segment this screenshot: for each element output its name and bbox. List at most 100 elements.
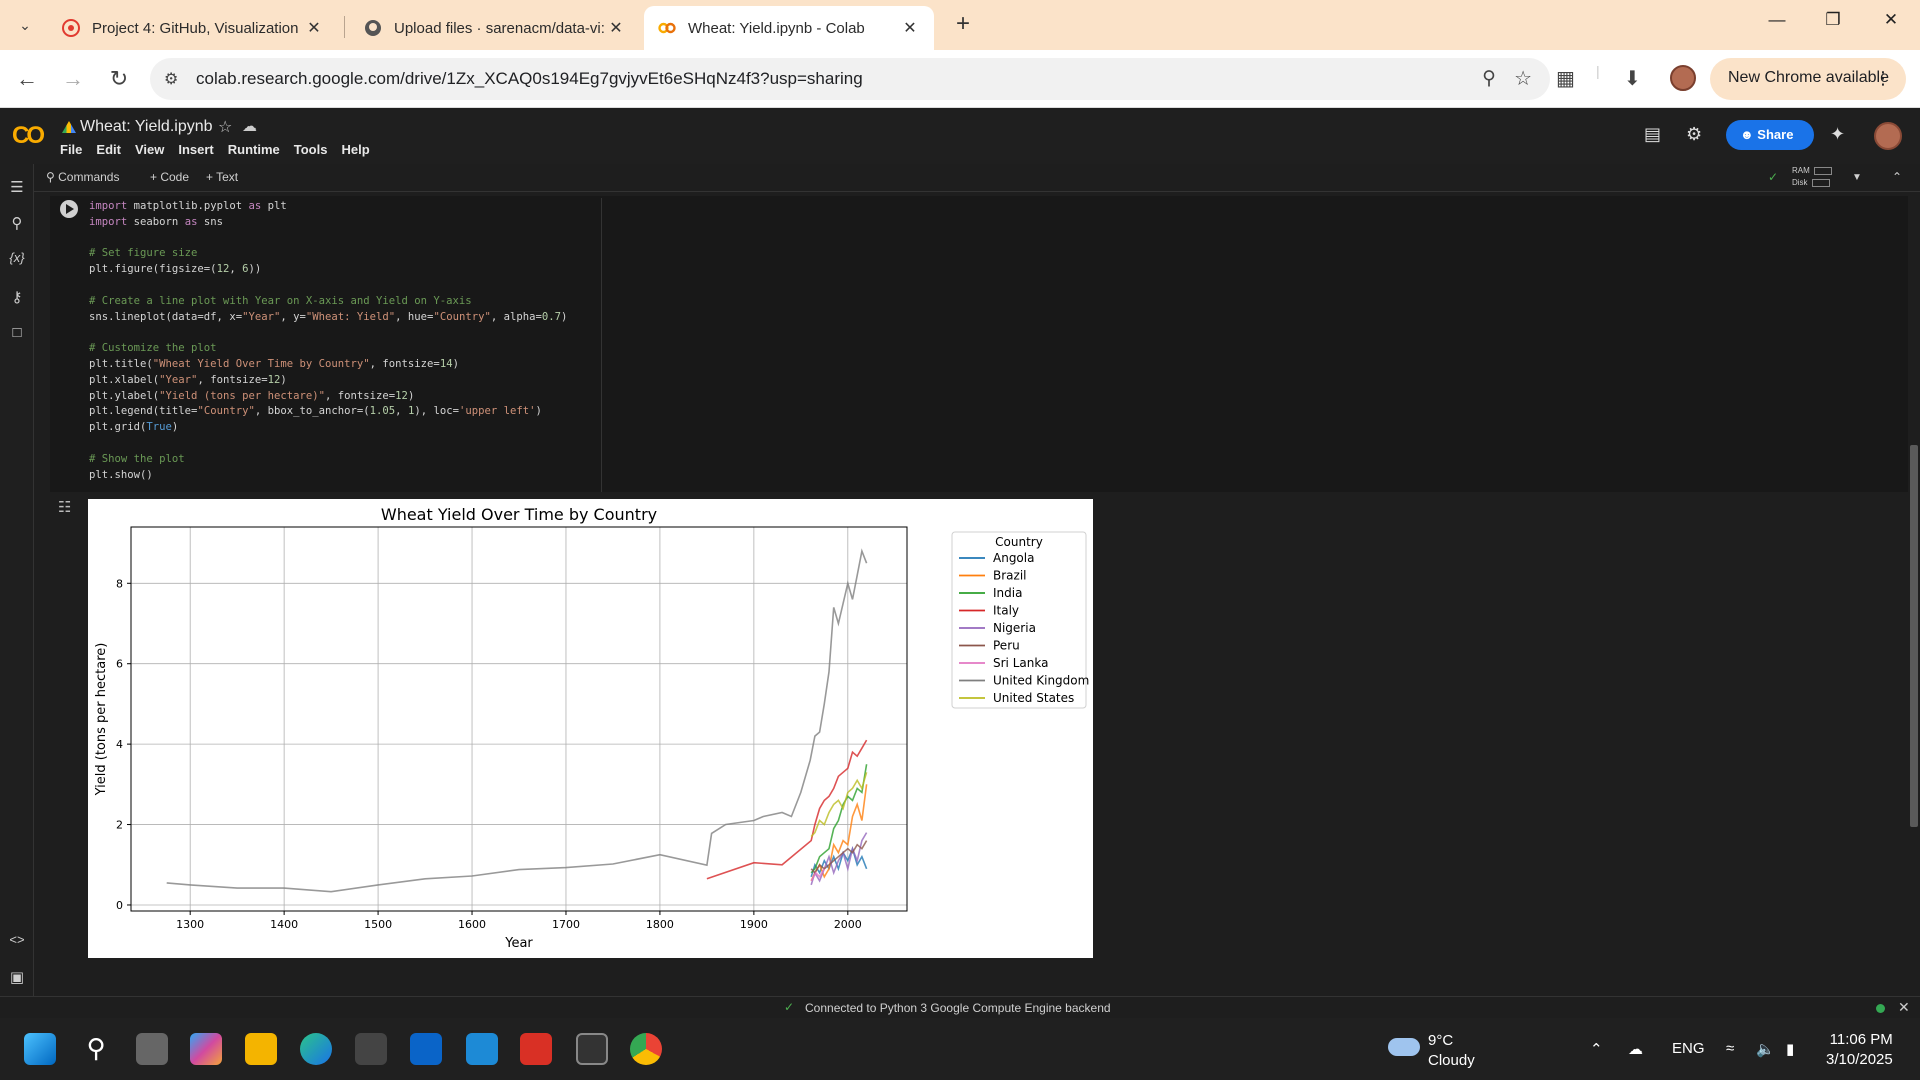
x-tick-label: 1400: [270, 918, 298, 931]
tab-colab-notebook[interactable]: Wheat: Yield.ipynb - Colab ✕: [644, 6, 934, 50]
terminal-icon[interactable]: ▣: [9, 969, 25, 986]
zoom-icon[interactable]: ⚲: [1482, 68, 1496, 89]
site-info-icon[interactable]: ⚙: [164, 71, 179, 88]
code-cell[interactable]: [50, 196, 1908, 492]
connected-check-icon: ✓: [1768, 170, 1779, 184]
table-of-contents-icon[interactable]: ☰: [10, 179, 24, 196]
secrets-key-icon[interactable]: ⚷: [11, 289, 23, 306]
onedrive-icon[interactable]: ☁: [1628, 1041, 1643, 1058]
comment-icon[interactable]: ▤: [1644, 124, 1662, 144]
menu-runtime[interactable]: Runtime: [227, 142, 280, 157]
y-axis-label: Yield (tons per hectare): [94, 643, 109, 797]
collapse-chevron-icon[interactable]: ⌃: [1892, 170, 1903, 184]
file-explorer-icon[interactable]: [245, 1033, 277, 1065]
windows-start-icon[interactable]: [24, 1033, 56, 1065]
task-view-icon[interactable]: [136, 1033, 168, 1065]
tab-title: Wheat: Yield.ipynb - Colab: [688, 19, 865, 37]
add-text-button[interactable]: + Text: [206, 170, 239, 184]
runtime-dropdown-icon[interactable]: ▼: [1852, 172, 1862, 183]
new-chrome-available-button[interactable]: New Chrome available ⋮: [1710, 58, 1906, 100]
back-arrow-icon[interactable]: ←: [16, 66, 38, 91]
close-icon[interactable]: ✕: [307, 20, 321, 37]
add-code-button[interactable]: + Code: [150, 170, 190, 184]
gemini-sparkle-icon[interactable]: ✦: [1830, 124, 1846, 144]
menu-file[interactable]: File: [60, 142, 83, 157]
commands-button[interactable]: ⚲ Commands: [46, 170, 120, 184]
copilot-icon[interactable]: [190, 1033, 222, 1065]
wifi-icon[interactable]: ≈: [1726, 1040, 1735, 1057]
tab-project4[interactable]: Project 4: GitHub, Visualization ✕: [48, 6, 338, 50]
x-tick-label: 1900: [740, 918, 768, 931]
edge-icon[interactable]: [300, 1033, 332, 1065]
volume-muted-icon[interactable]: 🔈: [1756, 1041, 1775, 1058]
code-line: matplotlib.pyplot: [133, 200, 243, 212]
check-icon: ✓: [784, 1000, 795, 1014]
y-tick-label: 8: [116, 577, 123, 590]
legend-item: United States: [993, 691, 1074, 705]
reload-icon[interactable]: ↻: [109, 66, 129, 91]
menu-edit[interactable]: Edit: [96, 142, 121, 157]
account-avatar[interactable]: [1874, 122, 1902, 150]
chart-title: Wheat Yield Over Time by Country: [381, 505, 657, 524]
code-snippets-icon[interactable]: <>: [9, 932, 25, 947]
menu-tools[interactable]: Tools: [293, 142, 328, 157]
tab-title: Project 4: GitHub, Visualization: [92, 19, 299, 37]
ram-disk-indicator[interactable]: RAM Disk: [1792, 165, 1832, 189]
ram-bar: [1813, 166, 1832, 175]
output-options-icon[interactable]: ☷: [58, 499, 72, 516]
settings-gear-icon[interactable]: ⚙: [1686, 124, 1703, 144]
store-icon[interactable]: [355, 1033, 387, 1065]
profile-avatar[interactable]: [1670, 65, 1696, 91]
menu-view[interactable]: View: [134, 142, 165, 157]
download-icon[interactable]: ⬇: [1624, 68, 1641, 90]
minimize-icon[interactable]: —: [1768, 10, 1786, 29]
outlook-icon[interactable]: [410, 1033, 442, 1065]
chrome-icon[interactable]: [630, 1033, 662, 1065]
share-button[interactable]: ☻ Share: [1726, 120, 1814, 150]
close-icon[interactable]: ✕: [903, 20, 917, 37]
vertical-scrollbar[interactable]: [1910, 445, 1918, 827]
system-clock[interactable]: 11:06 PM 3/10/2025: [1826, 1030, 1893, 1070]
colab-icon: [658, 22, 676, 34]
menu-insert[interactable]: Insert: [178, 142, 214, 157]
url-text[interactable]: colab.research.google.com/drive/1Zx_XCAQ…: [196, 69, 863, 88]
connection-status[interactable]: Connected to Python 3 Google Compute Eng…: [805, 1001, 1111, 1015]
run-cell-button[interactable]: [60, 200, 78, 218]
close-statusbar-icon[interactable]: ✕: [1898, 999, 1910, 1015]
bookmark-star-icon[interactable]: ☆: [1514, 68, 1532, 90]
legend: Country Angola Brazil India Italy Nigeria Per…: [951, 531, 1089, 709]
more-vert-icon[interactable]: ⋮: [1874, 68, 1892, 88]
extensions-icon[interactable]: ▦: [1556, 68, 1575, 90]
star-icon[interactable]: ☆: [218, 119, 233, 136]
app-lines-icon[interactable]: [576, 1033, 608, 1065]
x-tick-label: 1700: [552, 918, 580, 931]
files-folder-icon[interactable]: □: [12, 324, 22, 341]
show-hidden-icons-icon[interactable]: ⌃: [1590, 1041, 1603, 1058]
plot-output: 1300 1400 1500 1600 1700 1800 1900 2000 0 2 4 6 8 Wh…: [88, 499, 1093, 958]
colab-logo[interactable]: CO: [12, 122, 45, 149]
weather-widget[interactable]: 9°C Cloudy: [1428, 1031, 1475, 1071]
notebook-title[interactable]: Wheat: Yield.ipynb: [80, 118, 213, 135]
menu-help[interactable]: Help: [341, 142, 370, 157]
canvas-icon: [62, 19, 80, 37]
restore-icon[interactable]: ❐: [1825, 10, 1841, 29]
y-tick-label: 0: [116, 899, 123, 912]
window-close-icon[interactable]: ✕: [1883, 10, 1899, 29]
app-red-icon[interactable]: [520, 1033, 552, 1065]
new-tab-button[interactable]: +: [955, 10, 970, 37]
language-indicator[interactable]: ENG: [1672, 1040, 1705, 1057]
forward-arrow-icon[interactable]: →: [62, 66, 84, 91]
battery-icon[interactable]: ▮: [1786, 1041, 1795, 1058]
cloud-saved-icon[interactable]: ☁: [242, 118, 257, 135]
search-icon[interactable]: ⚲: [86, 1033, 106, 1063]
time: 11:06 PM: [1829, 1031, 1893, 1048]
variables-icon[interactable]: {x}: [9, 250, 25, 265]
find-icon[interactable]: ⚲: [11, 215, 23, 232]
tab-search-chevron-icon[interactable]: ⌄: [19, 16, 31, 33]
notepad-icon[interactable]: [466, 1033, 498, 1065]
tab-upload-files[interactable]: Upload files · sarenacm/data-vi: ✕: [350, 6, 640, 50]
close-icon[interactable]: ✕: [609, 20, 623, 37]
omnibox[interactable]: ⚙ colab.research.google.com/drive/1Zx_XC…: [150, 58, 1550, 100]
code-editor[interactable]: import matplotlib.pyplot as plt import s…: [89, 200, 568, 481]
ram-label: RAM: [1792, 166, 1810, 175]
